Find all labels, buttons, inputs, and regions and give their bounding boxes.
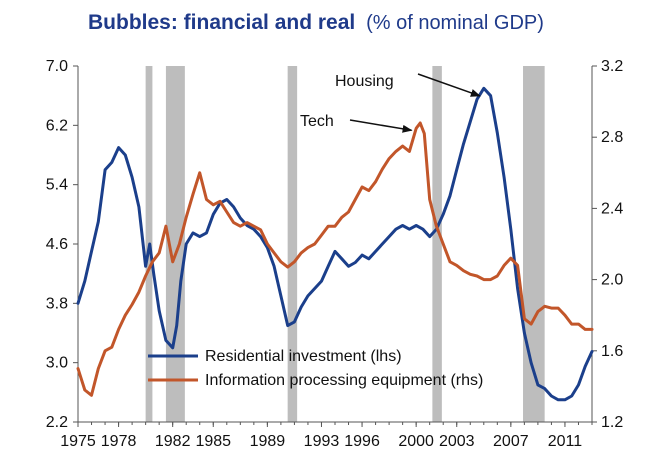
legend-label-0: Residential investment (lhs) [205, 348, 402, 365]
y-left-tick-label: 7.0 [46, 58, 68, 75]
y-left-tick-label: 3.0 [46, 355, 68, 372]
y-right-tick-label: 1.6 [601, 343, 623, 360]
y-left-tick-label: 6.2 [46, 117, 68, 134]
recession-band-3 [432, 66, 442, 422]
y-right-tick-label: 3.2 [601, 58, 623, 75]
info-processing-line [76, 121, 594, 397]
recession-band-4 [523, 66, 545, 422]
series-lines [76, 86, 594, 402]
chart-subtitle: (% of nominal GDP) [366, 12, 544, 34]
axes: 2.2 3.0 3.8 4.6 5.4 6.2 7.0 1.2 1.6 2.0 2.4 2.8 3.2 1… [46, 58, 624, 450]
recession-band-1 [165, 66, 185, 422]
chart-title: Bubbles: financial and real [88, 11, 355, 34]
annotations: Housing Tech [300, 73, 481, 133]
y-right-tick-label: 2.8 [601, 129, 623, 146]
y-left-tick-label: 4.6 [46, 236, 68, 253]
annotation-tech-arrow [349, 119, 413, 133]
x-tick-label: 2011 [548, 433, 583, 450]
y-right-tick-label: 2.4 [601, 200, 623, 217]
recession-bands [145, 66, 545, 422]
x-tick-label: 1993 [304, 433, 340, 450]
x-tick-label: 1978 [101, 433, 137, 450]
chart-title-group: Bubbles: financial and real (% of nomina… [88, 11, 544, 34]
x-tick-label: 1989 [250, 433, 286, 450]
legend: Residential investment (lhs) Information … [148, 348, 483, 389]
legend-label-1: Information processing equipment (rhs) [205, 372, 483, 389]
x-tick-label: 1982 [155, 433, 191, 450]
x-tick-label: 1996 [344, 433, 380, 450]
x-tick-label: 1985 [195, 433, 231, 450]
residential-investment-line [76, 86, 594, 402]
x-tick-label: 1975 [60, 433, 96, 450]
y-right-tick-label: 1.2 [601, 414, 623, 431]
y-right-tick-label: 2.0 [601, 272, 623, 289]
y-left-tick-label: 2.2 [46, 414, 68, 431]
annotation-housing-arrow [417, 73, 481, 97]
recession-band-2 [287, 66, 298, 422]
x-tick-label: 2000 [398, 433, 434, 450]
annotation-housing: Housing [335, 73, 394, 90]
y-left-tick-label: 5.4 [46, 177, 68, 194]
x-tick-label: 2003 [439, 433, 475, 450]
annotation-tech: Tech [300, 113, 334, 130]
y-left-tick-label: 3.8 [46, 295, 68, 312]
x-tick-label: 2007 [493, 433, 529, 450]
